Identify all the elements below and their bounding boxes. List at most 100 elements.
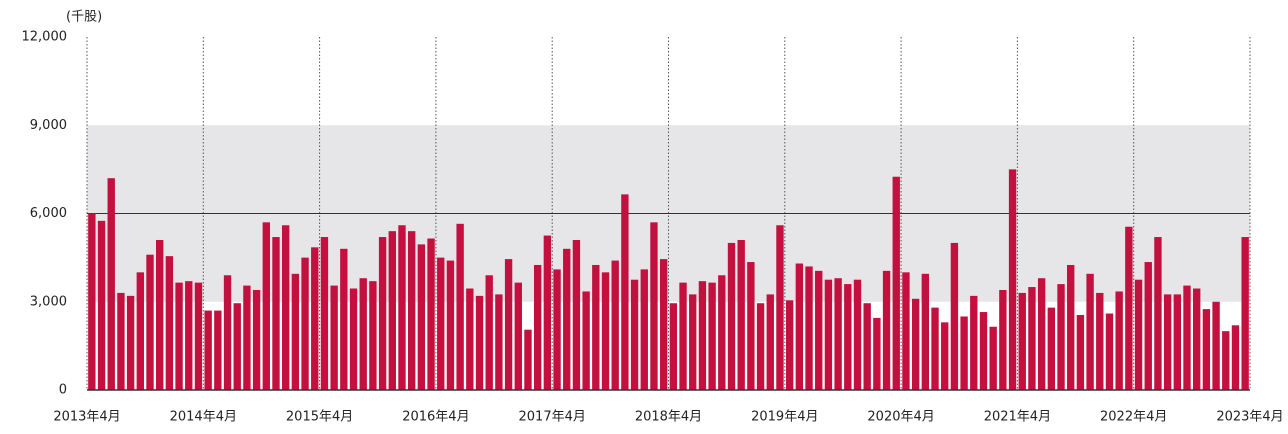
x-tick-label: 2017年4月 <box>519 410 586 425</box>
bar <box>320 237 329 390</box>
bar <box>902 272 910 390</box>
bar <box>1028 287 1036 390</box>
bar <box>601 272 610 390</box>
bar <box>466 288 474 390</box>
bar <box>272 237 280 390</box>
bar <box>970 295 978 390</box>
bar <box>776 225 784 390</box>
x-tick-label: 2023年4月 <box>1216 410 1283 425</box>
bar <box>1163 294 1172 390</box>
bar <box>863 303 871 390</box>
bar <box>698 281 707 390</box>
bar <box>853 279 862 390</box>
bar <box>592 264 600 390</box>
bar <box>950 242 959 390</box>
bar <box>1096 292 1104 390</box>
bar <box>553 269 561 390</box>
bar <box>311 247 319 390</box>
x-tick-label: 2016年4月 <box>402 410 469 425</box>
y-unit: (千股) <box>66 10 102 25</box>
bar <box>815 270 823 390</box>
bar <box>446 260 455 390</box>
bar <box>1144 262 1152 390</box>
bar <box>88 213 96 390</box>
bar <box>281 225 290 390</box>
bar <box>756 303 765 390</box>
bar <box>504 259 513 390</box>
bar <box>398 225 406 390</box>
x-tick-label: 2019年4月 <box>751 410 818 425</box>
bar <box>223 275 232 390</box>
bar <box>485 275 493 390</box>
bar <box>204 310 212 390</box>
bar <box>1193 288 1201 390</box>
bar <box>291 273 300 390</box>
bar <box>1057 284 1065 390</box>
bar <box>233 303 241 390</box>
bar <box>659 259 668 390</box>
y-tick-label: 9,000 <box>30 118 67 133</box>
bar <box>1008 169 1017 390</box>
bar <box>407 231 416 390</box>
x-tick-label: 2020年4月 <box>867 410 934 425</box>
bar <box>708 282 716 390</box>
bar <box>882 270 891 390</box>
y-tick-label: 3,000 <box>30 294 67 309</box>
bar <box>640 269 648 390</box>
bar <box>747 262 755 390</box>
bar <box>960 316 968 390</box>
y-tick-label: 0 <box>59 383 67 398</box>
bar <box>834 278 842 390</box>
bar <box>1018 292 1026 390</box>
bar <box>1241 237 1249 390</box>
bar <box>533 264 542 390</box>
bar <box>475 295 484 390</box>
y-tick-label: 12,000 <box>22 30 68 45</box>
bar <box>979 312 988 390</box>
bar <box>727 242 736 390</box>
bar <box>1231 325 1240 390</box>
bar <box>126 295 135 390</box>
bar <box>1067 264 1075 390</box>
x-tick-label: 2022年4月 <box>1100 410 1167 425</box>
bar <box>495 294 503 390</box>
bar <box>97 220 106 390</box>
bar <box>378 237 387 390</box>
bar <box>805 266 813 390</box>
bar <box>252 289 261 390</box>
x-tick-label: 2013年4月 <box>53 410 120 425</box>
bar <box>795 263 804 390</box>
bar <box>1212 301 1220 390</box>
bar <box>873 317 881 390</box>
bar <box>1037 278 1046 390</box>
bar <box>417 244 426 390</box>
bar <box>427 238 435 390</box>
bar <box>136 272 144 390</box>
bar <box>679 282 687 390</box>
x-tick-label: 2021年4月 <box>984 410 1051 425</box>
bar <box>146 254 154 390</box>
bar <box>1134 279 1143 390</box>
bar <box>737 239 745 390</box>
bar <box>911 298 920 390</box>
bar <box>1173 294 1181 390</box>
bar <box>1076 314 1085 390</box>
bar <box>543 235 552 390</box>
bar <box>514 282 522 390</box>
x-tick-label: 2018年4月 <box>635 410 702 425</box>
bar <box>689 294 697 390</box>
bar <box>214 310 222 390</box>
bar <box>650 222 658 390</box>
bar <box>359 278 367 390</box>
bar <box>621 194 629 390</box>
x-tick-label: 2014年4月 <box>170 410 237 425</box>
bar <box>1202 309 1211 390</box>
bar <box>388 231 396 390</box>
bar <box>456 223 464 390</box>
bar <box>892 176 900 390</box>
bar <box>1105 313 1114 390</box>
bar <box>582 291 590 390</box>
y-tick-label: 6,000 <box>30 206 67 221</box>
bar <box>117 292 125 390</box>
bar <box>1154 237 1162 390</box>
